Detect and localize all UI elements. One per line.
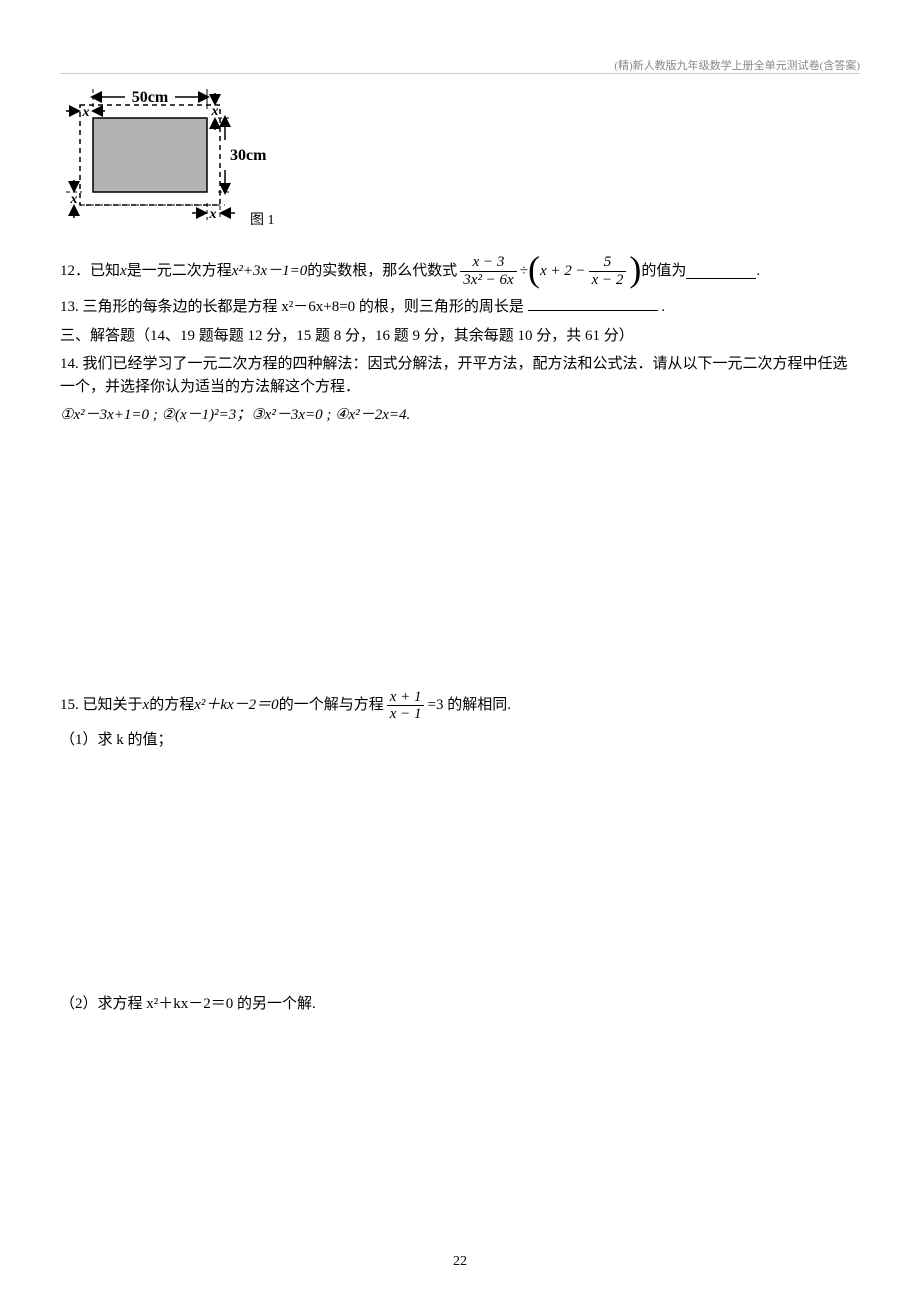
q15-frac-den: x − 1 — [387, 706, 425, 723]
question-14-line1: 14. 我们已经学习了一元二次方程的四种解法：因式分解法，开平方法，配方法和公式… — [60, 353, 860, 398]
figure-caption: 图 1 — [250, 210, 275, 231]
q12-div: ÷ — [520, 260, 528, 283]
q12-prefix: 12．已知 — [60, 260, 120, 283]
figure-svg: 50cm x x 30cm x — [60, 85, 270, 235]
q12-frac1-den: 3x² − 6x — [460, 272, 516, 289]
section-3-heading: 三、解答题（14、19 题每题 12 分，15 题 8 分，16 题 9 分，其… — [60, 325, 860, 348]
q15-part1-text: （1）求 k 的值； — [60, 732, 173, 748]
lparen-icon: ( — [528, 251, 540, 287]
svg-text:x: x — [70, 192, 78, 207]
question-12: 12．已知 x 是一元二次方程 x²+3x－1=0 的实数根，那么代数式 x −… — [60, 253, 860, 289]
q12-suffix: 的值为 — [641, 260, 686, 283]
workspace-gap-1 — [60, 433, 860, 683]
page: (精)新人教版九年级数学上册全单元测试卷(含答案) 50cm — [0, 0, 920, 1302]
q12-frac2-den: x − 2 — [589, 272, 627, 289]
q15-frac: x + 1 x − 1 — [387, 689, 425, 723]
workspace-gap-2 — [60, 757, 860, 987]
rparen-icon: ) — [629, 251, 641, 287]
question-15: 15. 已知关于 x 的方程 x²＋kx－2＝0 的一个解与方程 x + 1 x… — [60, 689, 860, 723]
q12-frac1-num: x − 3 — [460, 254, 516, 272]
q14-equations: ①x²－3x+1=0 ; ②(x－1)²=3；③x²－3x=0 ; ④x²－2x… — [60, 407, 410, 423]
question-13: 13. 三角形的每条边的长都是方程 x²－6x+8=0 的根，则三角形的周长是 … — [60, 295, 860, 319]
q12-mid1: 是一元二次方程 — [127, 260, 232, 283]
figure-1: 50cm x x 30cm x — [60, 85, 290, 235]
q12-frac2-num: 5 — [589, 254, 627, 272]
q12-frac2: 5 x − 2 — [589, 254, 627, 288]
q12-blank — [686, 263, 756, 279]
header-rule — [60, 73, 860, 74]
q15-part2-text: （2）求方程 x²＋kx－2＝0 的另一个解. — [60, 996, 316, 1012]
q15-prefix: 15. 已知关于 — [60, 694, 143, 717]
svg-text:50cm: 50cm — [132, 89, 169, 106]
q15-mid2: 的一个解与方程 — [279, 694, 384, 717]
question-15-part1: （1）求 k 的值； — [60, 729, 860, 752]
page-number: 22 — [0, 1251, 920, 1272]
q12-inner1: x + 2 − — [540, 260, 586, 283]
svg-text:30cm: 30cm — [230, 147, 267, 164]
svg-text:x: x — [209, 207, 217, 222]
q15-eq: x²＋kx－2＝0 — [194, 694, 278, 717]
q15-mid3: =3 的解相同. — [427, 694, 510, 717]
q12-mid2: 的实数根，那么代数式 — [307, 260, 457, 283]
q15-mid1: 的方程 — [149, 694, 194, 717]
q12-var: x — [120, 260, 127, 283]
question-14-line2: ①x²－3x+1=0 ; ②(x－1)²=3；③x²－3x=0 ; ④x²－2x… — [60, 404, 860, 427]
q13-text: 13. 三角形的每条边的长都是方程 x²－6x+8=0 的根，则三角形的周长是 — [60, 299, 524, 315]
svg-text:x: x — [82, 105, 90, 120]
q12-eq: x²+3x－1=0 — [232, 260, 308, 283]
q15-frac-num: x + 1 — [387, 689, 425, 707]
q12-frac1: x − 3 3x² − 6x — [460, 254, 516, 288]
svg-text:x: x — [211, 104, 219, 119]
q13-end: . — [661, 299, 665, 315]
q12-end: . — [756, 260, 760, 283]
q13-blank — [528, 295, 658, 311]
question-15-part2: （2）求方程 x²＋kx－2＝0 的另一个解. — [60, 993, 860, 1016]
q15-var: x — [143, 694, 150, 717]
